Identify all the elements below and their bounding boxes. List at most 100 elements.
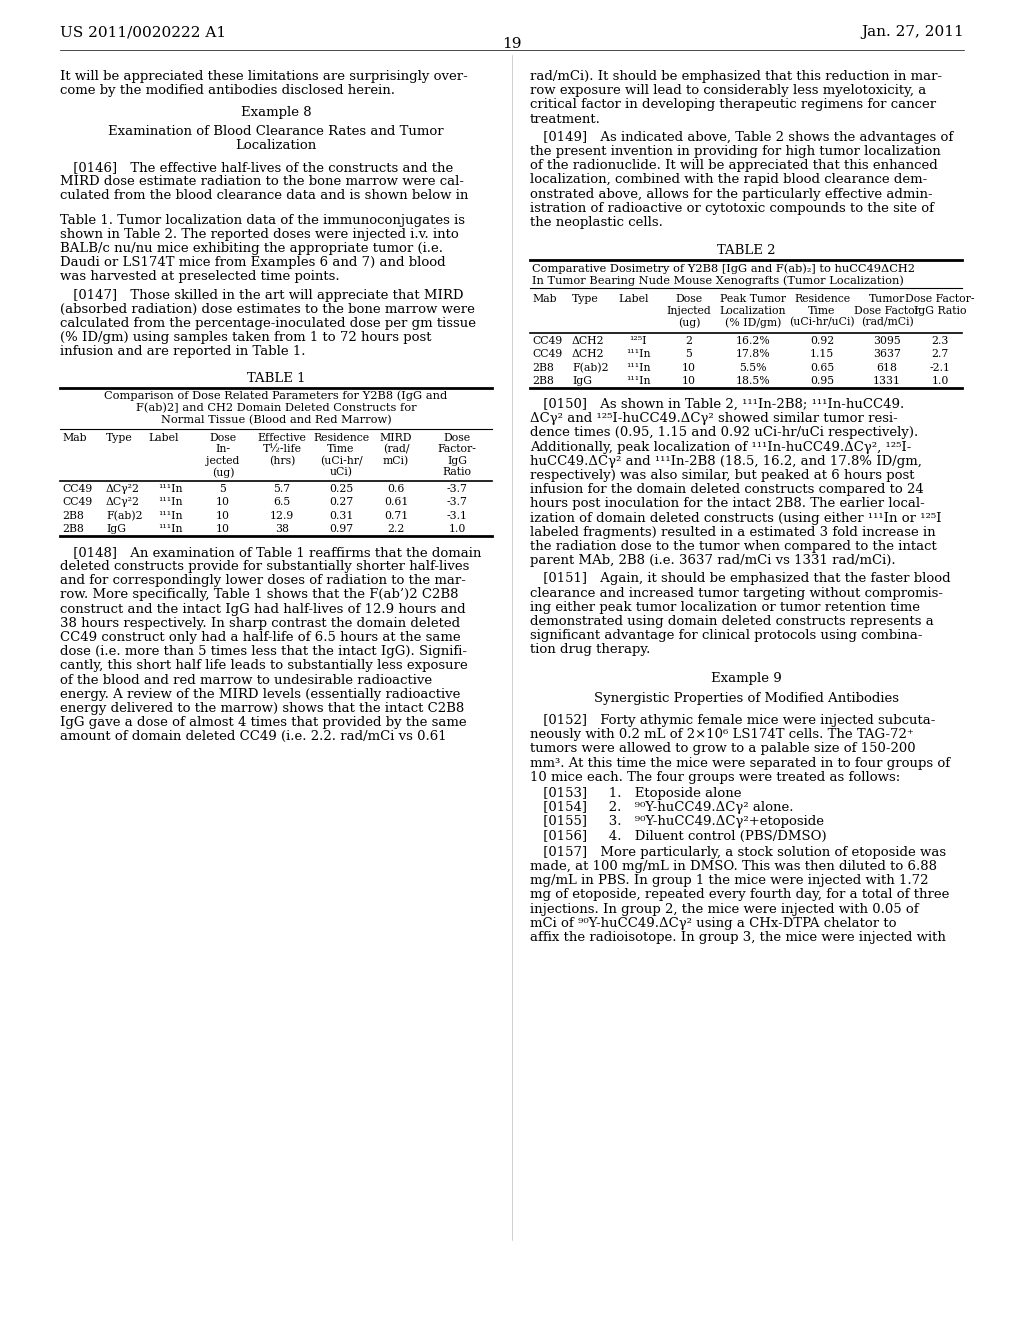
Text: CC49: CC49: [532, 335, 562, 346]
Text: affix the radioisotope. In group 3, the mice were injected with: affix the radioisotope. In group 3, the …: [530, 931, 946, 944]
Text: Injected: Injected: [667, 306, 712, 315]
Text: (hrs): (hrs): [269, 455, 295, 466]
Text: Mab: Mab: [532, 294, 557, 305]
Text: MIRD: MIRD: [380, 433, 413, 442]
Text: 5: 5: [219, 484, 226, 494]
Text: 0.71: 0.71: [384, 511, 409, 521]
Text: clearance and increased tumor targeting without compromis-: clearance and increased tumor targeting …: [530, 586, 943, 599]
Text: 18.5%: 18.5%: [735, 376, 770, 387]
Text: tumors were allowed to grow to a palable size of 150-200: tumors were allowed to grow to a palable…: [530, 742, 915, 755]
Text: 6.5: 6.5: [273, 498, 291, 507]
Text: the radiation dose to the tumor when compared to the intact: the radiation dose to the tumor when com…: [530, 540, 937, 553]
Text: tion drug therapy.: tion drug therapy.: [530, 643, 650, 656]
Text: IgG: IgG: [106, 524, 126, 535]
Text: infusion for the domain deleted constructs compared to 24: infusion for the domain deleted construc…: [530, 483, 924, 496]
Text: 5.7: 5.7: [273, 484, 291, 494]
Text: istration of radioactive or cytotoxic compounds to the site of: istration of radioactive or cytotoxic co…: [530, 202, 934, 215]
Text: 0.92: 0.92: [810, 335, 835, 346]
Text: huCC49.ΔCγ² and ¹¹¹In-2B8 (18.5, 16.2, and 17.8% ID/gm,: huCC49.ΔCγ² and ¹¹¹In-2B8 (18.5, 16.2, a…: [530, 454, 922, 467]
Text: 2B8: 2B8: [62, 524, 84, 535]
Text: onstrated above, allows for the particularly effective admin-: onstrated above, allows for the particul…: [530, 187, 933, 201]
Text: CC49: CC49: [62, 498, 92, 507]
Text: Example 8: Example 8: [241, 107, 311, 119]
Text: energy. A review of the MIRD levels (essentially radioactive: energy. A review of the MIRD levels (ess…: [60, 688, 461, 701]
Text: culated from the blood clearance data and is shown below in: culated from the blood clearance data an…: [60, 189, 468, 202]
Text: 5: 5: [685, 350, 692, 359]
Text: parent MAb, 2B8 (i.e. 3637 rad/mCi vs 1331 rad/mCi).: parent MAb, 2B8 (i.e. 3637 rad/mCi vs 13…: [530, 554, 896, 568]
Text: Ratio: Ratio: [442, 467, 471, 478]
Text: 2.3: 2.3: [931, 335, 948, 346]
Text: US 2011/0020222 A1: US 2011/0020222 A1: [60, 25, 226, 40]
Text: ¹¹¹In: ¹¹¹In: [626, 350, 650, 359]
Text: (ug): (ug): [212, 467, 234, 478]
Text: F(ab)2: F(ab)2: [572, 363, 608, 374]
Text: the neoplastic cells.: the neoplastic cells.: [530, 216, 663, 228]
Text: ¹¹¹In: ¹¹¹In: [158, 498, 182, 507]
Text: neously with 0.2 mL of 2×10⁶ LS174T cells. The TAG-72⁺: neously with 0.2 mL of 2×10⁶ LS174T cell…: [530, 729, 913, 741]
Text: IgG Ratio: IgG Ratio: [913, 306, 967, 315]
Text: Table 1. Tumor localization data of the immunoconjugates is: Table 1. Tumor localization data of the …: [60, 214, 465, 227]
Text: localization, combined with the rapid blood clearance dem-: localization, combined with the rapid bl…: [530, 173, 928, 186]
Text: Peak Tumor: Peak Tumor: [720, 294, 786, 305]
Text: 2: 2: [685, 335, 692, 346]
Text: [0152] Forty athymic female mice were injected subcuta-: [0152] Forty athymic female mice were in…: [530, 714, 935, 727]
Text: Type: Type: [106, 433, 133, 442]
Text: ¹¹¹In: ¹¹¹In: [158, 511, 182, 521]
Text: critical factor in developing therapeutic regimens for cancer: critical factor in developing therapeuti…: [530, 99, 936, 111]
Text: (uCi-hr/: (uCi-hr/: [319, 455, 362, 466]
Text: CC49 construct only had a half-life of 6.5 hours at the same: CC49 construct only had a half-life of 6…: [60, 631, 461, 644]
Text: row exposure will lead to considerably less myelotoxicity, a: row exposure will lead to considerably l…: [530, 84, 927, 98]
Text: Jan. 27, 2011: Jan. 27, 2011: [861, 25, 964, 40]
Text: [0156]   4. Diluent control (PBS/DMSO): [0156] 4. Diluent control (PBS/DMSO): [530, 829, 826, 842]
Text: ΔCH2: ΔCH2: [572, 350, 604, 359]
Text: MIRD dose estimate radiation to the bone marrow were cal-: MIRD dose estimate radiation to the bone…: [60, 176, 464, 189]
Text: come by the modified antibodies disclosed herein.: come by the modified antibodies disclose…: [60, 84, 395, 98]
Text: CC49: CC49: [62, 484, 92, 494]
Text: Label: Label: [618, 294, 648, 305]
Text: Comparative Dosimetry of Y2B8 [IgG and F(ab)₂] to huCC49ΔCH2: Comparative Dosimetry of Y2B8 [IgG and F…: [532, 264, 915, 275]
Text: -3.1: -3.1: [446, 511, 468, 521]
Text: was harvested at preselected time points.: was harvested at preselected time points…: [60, 271, 340, 284]
Text: dose (i.e. more than 5 times less that the intact IgG). Signifi-: dose (i.e. more than 5 times less that t…: [60, 645, 467, 659]
Text: Normal Tissue (Blood and Red Marrow): Normal Tissue (Blood and Red Marrow): [161, 414, 391, 425]
Text: T½-life: T½-life: [262, 445, 301, 454]
Text: Comparison of Dose Related Parameters for Y2B8 (IgG and: Comparison of Dose Related Parameters fo…: [104, 391, 447, 401]
Text: amount of domain deleted CC49 (i.e. 2.2. rad/mCi vs 0.61: amount of domain deleted CC49 (i.e. 2.2.…: [60, 730, 446, 743]
Text: injections. In group 2, the mice were injected with 0.05 of: injections. In group 2, the mice were in…: [530, 903, 919, 916]
Text: ¹¹¹In: ¹¹¹In: [626, 363, 650, 374]
Text: deleted constructs provide for substantially shorter half-lives: deleted constructs provide for substanti…: [60, 560, 469, 573]
Text: In Tumor Bearing Nude Mouse Xenografts (Tumor Localization): In Tumor Bearing Nude Mouse Xenografts (…: [532, 276, 904, 286]
Text: hours post inoculation for the intact 2B8. The earlier local-: hours post inoculation for the intact 2B…: [530, 498, 925, 511]
Text: mg/mL in PBS. In group 1 the mice were injected with 1.72: mg/mL in PBS. In group 1 the mice were i…: [530, 874, 929, 887]
Text: Example 9: Example 9: [711, 672, 781, 685]
Text: made, at 100 mg/mL in DMSO. This was then diluted to 6.88: made, at 100 mg/mL in DMSO. This was the…: [530, 859, 937, 873]
Text: [0157] More particularly, a stock solution of etoposide was: [0157] More particularly, a stock soluti…: [530, 846, 946, 859]
Text: [0154]   2. ⁹⁰Y-huCC49.ΔCγ² alone.: [0154] 2. ⁹⁰Y-huCC49.ΔCγ² alone.: [530, 801, 794, 814]
Text: of the blood and red marrow to undesirable radioactive: of the blood and red marrow to undesirab…: [60, 673, 432, 686]
Text: labeled fragments) resulted in a estimated 3 fold increase in: labeled fragments) resulted in a estimat…: [530, 525, 936, 539]
Text: significant advantage for clinical protocols using combina-: significant advantage for clinical proto…: [530, 630, 923, 642]
Text: Additionally, peak localization of ¹¹¹In-huCC49.ΔCγ², ¹²⁵I-: Additionally, peak localization of ¹¹¹In…: [530, 441, 911, 454]
Text: 0.25: 0.25: [329, 484, 353, 494]
Text: Type: Type: [572, 294, 599, 305]
Text: [0147] Those skilled in the art will appreciate that MIRD: [0147] Those skilled in the art will app…: [60, 289, 464, 301]
Text: [0151] Again, it should be emphasized that the faster blood: [0151] Again, it should be emphasized th…: [530, 573, 950, 585]
Text: 16.2%: 16.2%: [735, 335, 770, 346]
Text: Residence: Residence: [794, 294, 850, 305]
Text: 3095: 3095: [873, 335, 901, 346]
Text: 17.8%: 17.8%: [735, 350, 770, 359]
Text: 2B8: 2B8: [532, 363, 554, 374]
Text: 38: 38: [275, 524, 289, 535]
Text: mCi): mCi): [383, 455, 410, 466]
Text: 38 hours respectively. In sharp contrast the domain deleted: 38 hours respectively. In sharp contrast…: [60, 616, 460, 630]
Text: 0.65: 0.65: [810, 363, 835, 374]
Text: ΔCγ² and ¹²⁵I-huCC49.ΔCγ² showed similar tumor resi-: ΔCγ² and ¹²⁵I-huCC49.ΔCγ² showed similar…: [530, 412, 898, 425]
Text: ¹²⁵I: ¹²⁵I: [630, 335, 647, 346]
Text: -2.1: -2.1: [930, 363, 950, 374]
Text: TABLE 2: TABLE 2: [717, 244, 775, 257]
Text: shown in Table 2. The reported doses were injected i.v. into: shown in Table 2. The reported doses wer…: [60, 228, 459, 240]
Text: Tumor: Tumor: [869, 294, 905, 305]
Text: Examination of Blood Clearance Rates and Tumor: Examination of Blood Clearance Rates and…: [109, 124, 443, 137]
Text: Label: Label: [148, 433, 178, 442]
Text: 0.6: 0.6: [387, 484, 404, 494]
